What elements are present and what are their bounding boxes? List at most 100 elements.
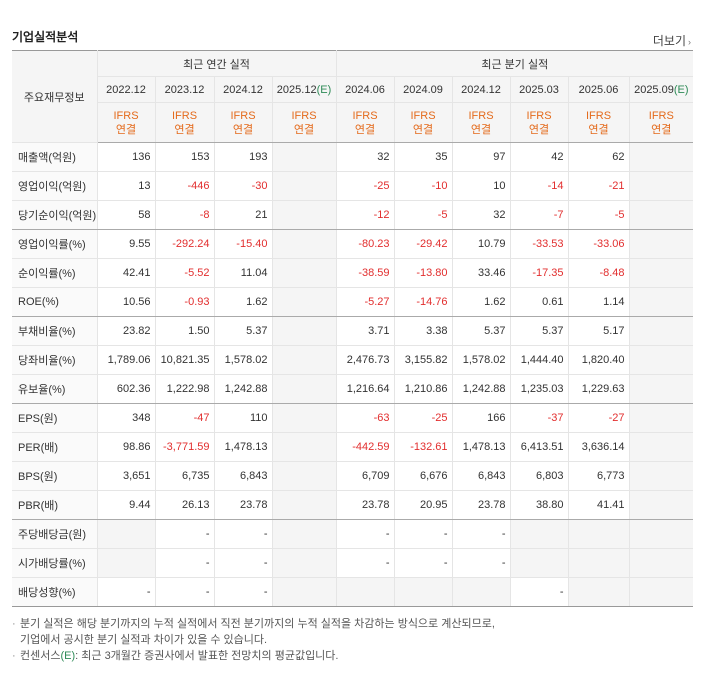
- row-label: ROE(%): [12, 287, 98, 317]
- annual-value-cell: 1,789.06: [97, 345, 156, 375]
- quarter-value-cell: 42: [510, 142, 569, 172]
- quarter-value-cell: 0.61: [510, 287, 569, 317]
- period-header-quarter: 2025.09(E): [629, 76, 694, 103]
- quarter-value-cell: -: [394, 548, 453, 578]
- quarter-value-cell: -21: [568, 171, 630, 201]
- quarter-value-cell: 3,636.14: [568, 432, 630, 462]
- quarter-value-cell: 6,843: [452, 461, 511, 491]
- annual-value-cell: 11.04: [214, 258, 273, 288]
- annual-value-cell: 10.56: [97, 287, 156, 317]
- annual-value-cell: 6,735: [155, 461, 215, 491]
- ifrs-sub-label: 연결: [293, 123, 315, 136]
- quarter-value-cell: [629, 229, 694, 259]
- table-row: 유보율(%) 602.36 1,222.98 1,242.88 1,216.64 1,21…: [12, 374, 694, 404]
- annual-value-cell: 26.13: [155, 490, 215, 520]
- annual-value-cell: [272, 490, 337, 520]
- period-label: 2025.06: [578, 83, 619, 96]
- quarter-value-cell: 6,803: [510, 461, 569, 491]
- quarter-value-cell: 6,413.51: [510, 432, 569, 462]
- quarter-value-cell: 1,820.40: [568, 345, 630, 375]
- quarter-value-cell: -7: [510, 200, 569, 230]
- ifrs-header: IFRS 연결: [155, 102, 215, 143]
- row-label: 주당배당금(원): [12, 519, 98, 549]
- quarter-value-cell: [629, 142, 694, 172]
- annual-value-cell: 6,843: [214, 461, 273, 491]
- quarter-value-cell: 1,242.88: [452, 374, 511, 404]
- period-header-quarter: 2024.06: [335, 76, 395, 103]
- quarter-value-cell: [510, 548, 569, 578]
- period-header-quarter: 2025.03: [510, 76, 569, 103]
- annual-value-cell: [272, 200, 337, 230]
- ifrs-sub-label: 연결: [232, 123, 254, 136]
- quarter-value-cell: 32: [452, 200, 511, 230]
- annual-value-cell: 1.62: [214, 287, 273, 317]
- annual-value-cell: -15.40: [214, 229, 273, 259]
- annual-value-cell: 1.50: [155, 316, 215, 346]
- period-label: 2025.12: [276, 83, 317, 96]
- ifrs-header: IFRS 연결: [629, 102, 694, 143]
- quarter-value-cell: -: [452, 548, 511, 578]
- quarter-value-cell: [629, 432, 694, 462]
- annual-value-cell: [272, 316, 337, 346]
- annual-value-cell: -3,771.59: [155, 432, 215, 462]
- quarter-value-cell: 3.71: [335, 316, 395, 346]
- quarter-value-cell: 10: [452, 171, 511, 201]
- table-row: 당좌비율(%) 1,789.06 10,821.35 1,578.02 2,476.73…: [12, 345, 694, 375]
- footnote-line1b: 기업에서 공시한 분기 실적과 차이가 있을 수 있습니다.: [20, 634, 268, 646]
- annual-value-cell: -: [155, 577, 215, 607]
- annual-value-cell: [272, 548, 337, 578]
- ifrs-sub-label: 연결: [470, 123, 492, 136]
- quarter-value-cell: -: [335, 519, 395, 549]
- quarter-value-cell: -132.61: [394, 432, 453, 462]
- quarter-value-cell: 1,235.03: [510, 374, 569, 404]
- annual-value-cell: [272, 519, 337, 549]
- section-title: 기업실적분석: [12, 30, 79, 44]
- quarter-value-cell: [629, 490, 694, 520]
- period-label: 2024.12: [223, 83, 263, 96]
- quarter-value-cell: 23.78: [335, 490, 395, 520]
- annual-value-cell: 98.86: [97, 432, 156, 462]
- quarter-value-cell: 1.62: [452, 287, 511, 317]
- quarter-value-cell: 5.37: [452, 316, 511, 346]
- period-header-quarter: 2024.09: [394, 76, 453, 103]
- ifrs-header: IFRS 연결: [272, 102, 337, 143]
- table-row: 순이익률(%) 42.41 -5.52 11.04 -38.59 -13.80 33.46-…: [12, 258, 694, 288]
- bullet-icon: ·: [12, 618, 16, 630]
- quarter-value-cell: [629, 403, 694, 433]
- annual-value-cell: 10,821.35: [155, 345, 215, 375]
- quarter-value-cell: 1,216.64: [335, 374, 395, 404]
- bullet-icon: ·: [12, 650, 16, 662]
- ifrs-sub-label: 연결: [588, 123, 609, 136]
- quarter-value-cell: 1,210.86: [394, 374, 453, 404]
- annual-value-cell: -: [214, 577, 273, 607]
- annual-value-cell: 1,222.98: [155, 374, 215, 404]
- ifrs-label: IFRS: [113, 109, 139, 122]
- ifrs-sub-label: 연결: [174, 123, 195, 136]
- section-header: 기업실적분석 더보기 ›: [12, 24, 693, 50]
- quarter-value-cell: 38.80: [510, 490, 569, 520]
- annual-value-cell: 58: [97, 200, 156, 230]
- quarter-value-cell: -33.53: [510, 229, 569, 259]
- annual-value-cell: [272, 432, 337, 462]
- annual-value-cell: 5.37: [214, 316, 273, 346]
- annual-value-cell: 42.41: [97, 258, 156, 288]
- quarter-value-cell: 20.95: [394, 490, 453, 520]
- more-link[interactable]: 더보기 ›: [653, 32, 691, 49]
- quarter-value-cell: -25: [335, 171, 395, 201]
- ifrs-label: IFRS: [352, 109, 378, 122]
- chevron-right-icon: ›: [688, 37, 691, 47]
- ifrs-header: IFRS 연결: [335, 102, 395, 143]
- quarter-value-cell: 10.79: [452, 229, 511, 259]
- ifrs-sub-label: 연결: [651, 123, 672, 136]
- annual-value-cell: -: [155, 548, 215, 578]
- quarter-value-cell: 6,773: [568, 461, 630, 491]
- annual-value-cell: -: [97, 577, 156, 607]
- footnote-line1: 분기 실적은 해당 분기까지의 누적 실적에서 직전 분기까지의 누적 실적을 …: [20, 618, 495, 630]
- quarter-value-cell: 1,578.02: [452, 345, 511, 375]
- table-row: ROE(%) 10.56 -0.93 1.62 -5.27 -14.76 1.62 0.61 1…: [12, 287, 694, 317]
- quarter-value-cell: -5: [394, 200, 453, 230]
- ifrs-label: IFRS: [526, 109, 552, 122]
- quarter-value-cell: 41.41: [568, 490, 630, 520]
- annual-value-cell: 23.78: [214, 490, 273, 520]
- annual-value-cell: 1,242.88: [214, 374, 273, 404]
